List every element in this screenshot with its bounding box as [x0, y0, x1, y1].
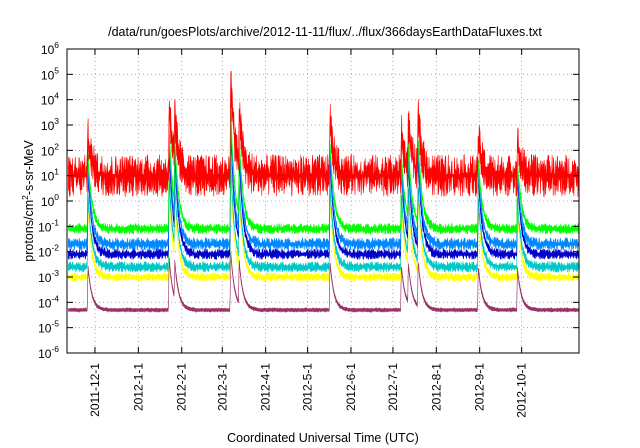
- y-axis-label: protons/cm2-s-sr-MeV: [20, 140, 36, 262]
- y-tick-label-exponent: 6: [54, 40, 59, 50]
- y-tick-label-exponent: 0: [54, 192, 59, 202]
- y-tick-label: 10-6: [38, 344, 59, 361]
- x-tick-label: 2011-12-1: [88, 363, 102, 417]
- flux-series-5: [68, 120, 579, 252]
- y-tick-label-exponent: -3: [51, 268, 59, 278]
- y-tick-label-exponent: -6: [51, 344, 59, 354]
- flux-series-7: [68, 70, 579, 198]
- y-tick-label-base: 10: [38, 322, 52, 336]
- chart-title: /data/run/goesPlots/archive/2012-11-11/f…: [108, 25, 542, 39]
- y-tick-label-base: 10: [41, 43, 55, 57]
- y-tick-label: 103: [41, 116, 59, 133]
- y-tick-label-base: 10: [38, 296, 52, 310]
- x-tick-label: 2012-10-1: [515, 363, 529, 418]
- y-tick-label-base: 10: [41, 144, 55, 158]
- x-tick-label: 2012-2-1: [175, 363, 189, 411]
- y-tick-label-base: 10: [41, 119, 55, 133]
- y-tick-label-exponent: 3: [54, 116, 59, 126]
- x-tick-label: 2012-3-1: [215, 363, 229, 411]
- x-tick-label: 2012-9-1: [473, 363, 487, 411]
- x-axis-ticks: 2011-12-1 2012-1-1 2012-2-1 2012-3-1 2012-4-…: [88, 49, 529, 418]
- y-tick-label: 106: [41, 40, 59, 57]
- y-tick-label-base: 10: [41, 94, 55, 108]
- x-tick-label: 2012-4-1: [259, 363, 273, 411]
- flux-series-2: [68, 178, 579, 283]
- y-tick-label-exponent: 1: [54, 167, 59, 177]
- flux-series-6: [68, 105, 579, 236]
- y-tick-label: 104: [41, 91, 59, 108]
- y-tick-label: 102: [41, 141, 59, 158]
- y-tick-label: 10-3: [38, 268, 59, 285]
- x-axis-label: Coordinated Universal Time (UTC): [227, 431, 419, 445]
- y-axis-ticks: 10-610-510-410-310-210-11001011021031041…: [38, 40, 579, 361]
- y-axis-label-exponent: 2: [20, 195, 30, 200]
- y-axis-label-base: protons/cm: [22, 200, 36, 262]
- y-tick-label-base: 10: [38, 220, 52, 234]
- y-tick-label: 100: [41, 192, 59, 209]
- y-tick-label-exponent: 2: [54, 141, 59, 151]
- flux-series-3: [68, 164, 579, 274]
- y-tick-label: 10-4: [38, 293, 59, 310]
- x-tick-label: 2012-5-1: [301, 363, 315, 411]
- series-layer: [68, 70, 579, 313]
- flux-series-1: [68, 252, 579, 313]
- y-tick-label: 10-5: [38, 319, 59, 336]
- y-tick-label-base: 10: [41, 68, 55, 82]
- y-tick-label-exponent: -1: [51, 217, 59, 227]
- y-axis-label-rest: -s-sr-MeV: [22, 140, 36, 196]
- y-tick-label-base: 10: [38, 271, 52, 285]
- y-tick-label-exponent: 5: [54, 65, 59, 75]
- x-tick-label: 2012-8-1: [429, 363, 443, 411]
- y-tick-label-base: 10: [41, 195, 55, 209]
- x-tick-label: 2012-7-1: [386, 363, 400, 411]
- y-tick-label: 101: [41, 167, 59, 184]
- x-tick-label: 2012-1-1: [131, 363, 145, 411]
- grid: [67, 48, 579, 354]
- y-tick-label-exponent: -2: [51, 243, 59, 253]
- y-tick-label: 10-1: [38, 217, 59, 234]
- y-tick-label: 105: [41, 65, 59, 82]
- y-tick-label-exponent: 4: [54, 91, 59, 101]
- y-tick-label-base: 10: [41, 170, 55, 184]
- flux-series-4: [68, 129, 579, 261]
- y-tick-label-exponent: -4: [51, 293, 59, 303]
- y-tick-label: 10-2: [38, 243, 59, 260]
- y-tick-label-base: 10: [38, 246, 52, 260]
- y-tick-label-exponent: -5: [51, 319, 59, 329]
- x-tick-label: 2012-6-1: [344, 363, 358, 411]
- y-tick-label-base: 10: [38, 347, 52, 361]
